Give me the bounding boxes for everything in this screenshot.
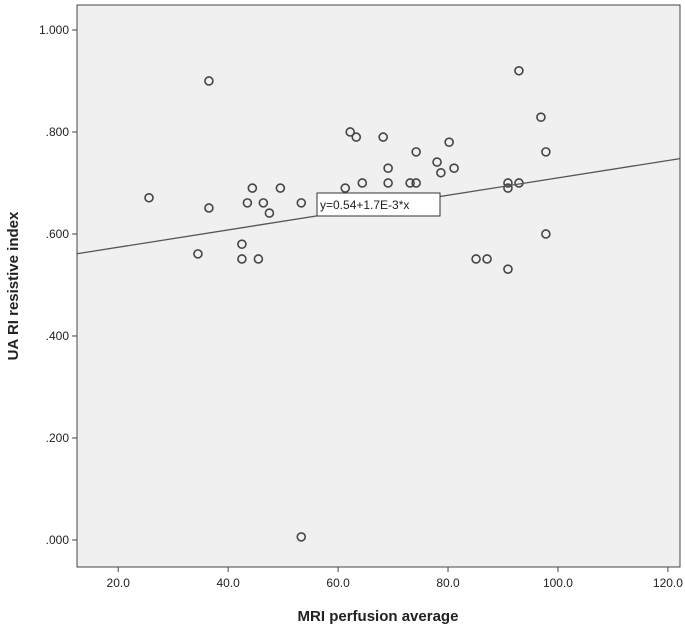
y-tick-label: .200	[46, 431, 70, 445]
data-point	[258, 198, 269, 208]
data-point	[247, 183, 258, 193]
data-point	[436, 167, 446, 178]
data-point	[237, 239, 247, 249]
y-tick-label: 1.000	[39, 23, 69, 37]
data-point	[536, 112, 546, 122]
x-tick-label: 80.0	[436, 576, 460, 590]
x-tick-label: 60.0	[326, 576, 350, 590]
data-point	[237, 254, 247, 264]
data-point	[340, 183, 351, 193]
x-tick-label: 20.0	[107, 576, 131, 590]
data-point	[204, 203, 214, 213]
data-point	[264, 208, 275, 218]
data-point	[432, 157, 442, 167]
data-point	[345, 127, 355, 137]
data-point	[541, 147, 551, 157]
data-point	[503, 178, 513, 188]
data-point	[253, 254, 264, 264]
data-point	[383, 163, 393, 173]
y-axis-label: UA RI resistive index	[5, 211, 22, 360]
y-tick-label: .800	[46, 125, 70, 139]
y-tick-label: .600	[46, 227, 70, 241]
data-point	[204, 76, 214, 86]
data-point	[275, 183, 286, 193]
data-point	[482, 254, 492, 264]
data-point	[449, 163, 459, 173]
y-tick-label: .400	[46, 329, 70, 343]
data-point	[357, 178, 368, 188]
data-point	[242, 198, 253, 208]
data-point	[541, 229, 551, 239]
data-point	[383, 178, 393, 188]
x-tick-label: 120.0	[653, 576, 683, 590]
y-tick-label: .000	[46, 533, 70, 547]
data-point	[471, 254, 481, 264]
data-point	[193, 249, 203, 259]
data-point	[296, 198, 307, 208]
data-point	[411, 178, 421, 188]
data-point	[411, 147, 421, 157]
data-point	[444, 137, 454, 147]
plot-area	[76, 4, 681, 568]
data-point	[144, 192, 154, 203]
data-point	[503, 264, 513, 274]
x-tick-label: 40.0	[216, 576, 240, 590]
x-tick-label: 100.0	[543, 576, 573, 590]
fit-equation-label: y=0.54+1.7E-3*x	[316, 192, 441, 217]
data-point	[503, 183, 513, 193]
data-point	[378, 132, 388, 142]
fit-equation-text: y=0.54+1.7E-3*x	[320, 198, 409, 212]
data-point	[514, 65, 524, 76]
x-axis-label: MRI perfusion average	[298, 608, 459, 625]
data-point	[351, 132, 362, 142]
data-point	[296, 532, 307, 542]
data-point	[405, 178, 415, 188]
